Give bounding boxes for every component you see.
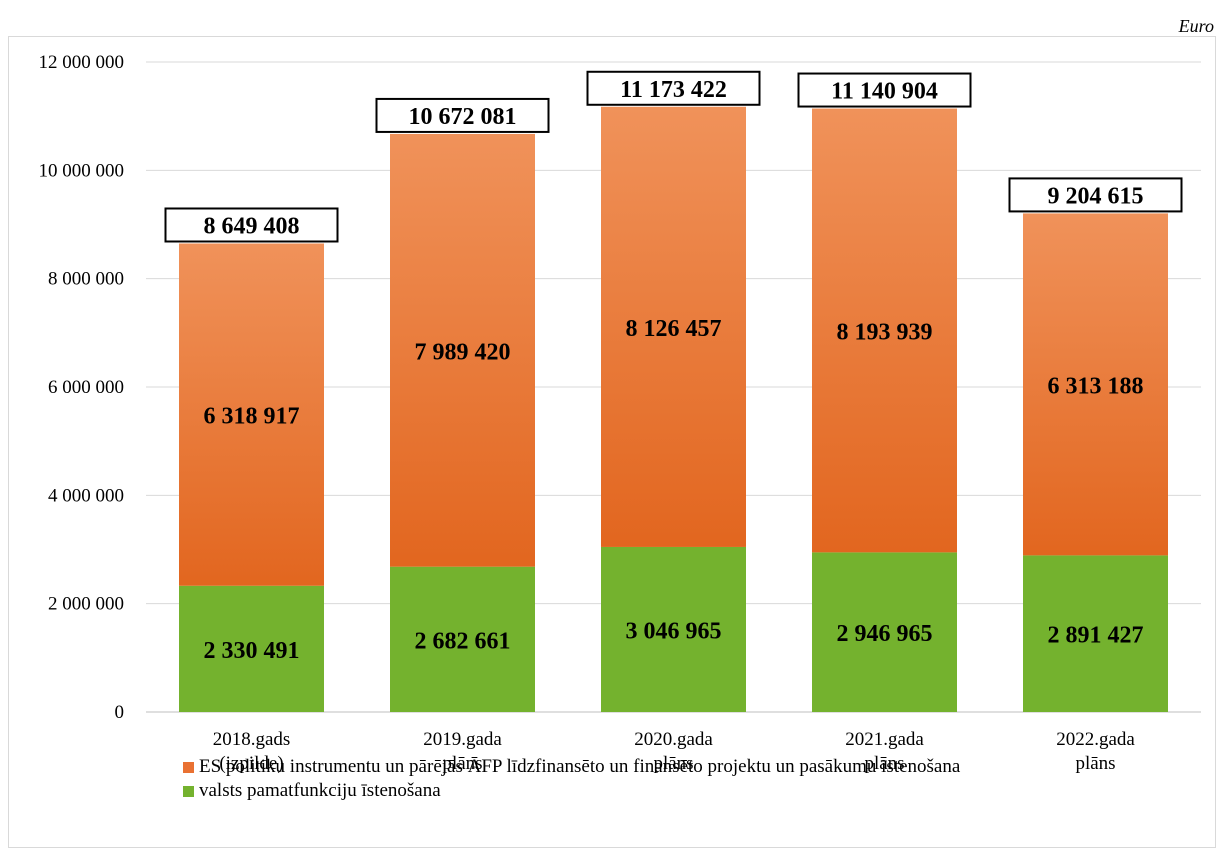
data-label-state-functions: 2 330 491: [204, 638, 300, 664]
x-category-label: 2019.gada: [423, 729, 502, 750]
data-label-eu-projects: 8 193 939: [837, 319, 933, 345]
x-category-label: plāns: [1075, 753, 1115, 774]
x-axis: 2018.gads (izpilde) 2019.gada plāns 2020.gad…: [213, 729, 1136, 774]
bar-segment-state-functions: [601, 546, 746, 712]
unit-label: Euro: [1178, 16, 1214, 36]
total-label-box: [586, 70, 761, 106]
data-label-state-functions: 2 891 427: [1048, 623, 1144, 649]
bar-segment-state-functions: [812, 552, 957, 712]
legend-item-state-functions: valsts pamatfunkciju īstenošana: [183, 779, 960, 803]
y-tick-label: 10 000 000: [39, 160, 125, 181]
data-label-state-functions: 2 682 661: [415, 628, 511, 654]
total-label-box: [1008, 177, 1183, 213]
y-tick-label: 2 000 000: [48, 594, 124, 615]
legend-swatch-orange: [183, 761, 194, 773]
x-category-label: plāns: [864, 753, 904, 774]
legend-swatch-green: [183, 785, 194, 797]
bar-segment-eu-projects: [601, 106, 746, 547]
y-tick-label: 12 000 000: [39, 52, 125, 73]
data-label-state-functions: 2 946 965: [837, 621, 933, 647]
total-label: 11 140 904: [831, 79, 938, 105]
chart-frame: 0 2 000 000 4 000 000 6 000 000 8 000 000 10 …: [8, 36, 1216, 848]
legend-item-eu-projects: ES politiku instrumentu un pārējās ĀFP l…: [183, 755, 960, 779]
y-axis: 0 2 000 000 4 000 000 6 000 000 8 000 000 10 …: [39, 52, 125, 723]
x-category-label: 2018.gads: [213, 729, 291, 750]
data-labels: 2 330 491 6 318 917 8 649 408 2 682 661 7 98…: [164, 70, 1183, 664]
x-category-label: 2022.gada: [1056, 729, 1135, 750]
data-label-state-functions: 3 046 965: [626, 618, 722, 644]
x-category-label: plāns: [442, 753, 482, 774]
legend: ES politiku instrumentu un pārējās ĀFP l…: [183, 755, 960, 803]
stacked-bar-chart: 0 2 000 000 4 000 000 6 000 000 8 000 000 10 …: [39, 52, 1201, 774]
data-label-eu-projects: 8 126 457: [626, 316, 722, 342]
total-label-box: [797, 72, 972, 108]
bar-segment-state-functions: [390, 566, 535, 712]
total-label: 11 173 422: [620, 77, 727, 103]
bars: [179, 106, 1168, 712]
y-tick-label: 6 000 000: [48, 377, 124, 398]
x-category-label: 2020.gada: [634, 729, 713, 750]
legend-label-state-functions: valsts pamatfunkciju īstenošana: [199, 780, 441, 801]
x-category-label: (izpilde): [219, 753, 283, 774]
total-label: 8 649 408: [204, 213, 300, 239]
total-label-box: [375, 97, 550, 133]
bar-segment-eu-projects: [390, 133, 535, 567]
data-label-eu-projects: 6 313 188: [1048, 373, 1144, 399]
x-category-label: plāns: [653, 753, 693, 774]
y-tick-label: 8 000 000: [48, 269, 124, 290]
total-label: 10 672 081: [409, 104, 517, 130]
bar-segment-eu-projects: [179, 243, 324, 586]
total-label-box: [164, 207, 339, 243]
bar-segment-state-functions: [1023, 555, 1168, 712]
data-label-eu-projects: 6 318 917: [204, 404, 300, 430]
y-tick-label: 4 000 000: [48, 485, 124, 506]
bar-segment-eu-projects: [1023, 213, 1168, 556]
y-tick-label: 0: [115, 702, 125, 723]
total-label: 9 204 615: [1048, 183, 1144, 209]
bar-segment-eu-projects: [812, 108, 957, 553]
legend-label-eu-projects: ES politiku instrumentu un pārējās ĀFP l…: [199, 756, 961, 777]
bar-segment-state-functions: [179, 585, 324, 712]
x-category-label: 2021.gada: [845, 729, 924, 750]
data-label-eu-projects: 7 989 420: [415, 339, 511, 365]
